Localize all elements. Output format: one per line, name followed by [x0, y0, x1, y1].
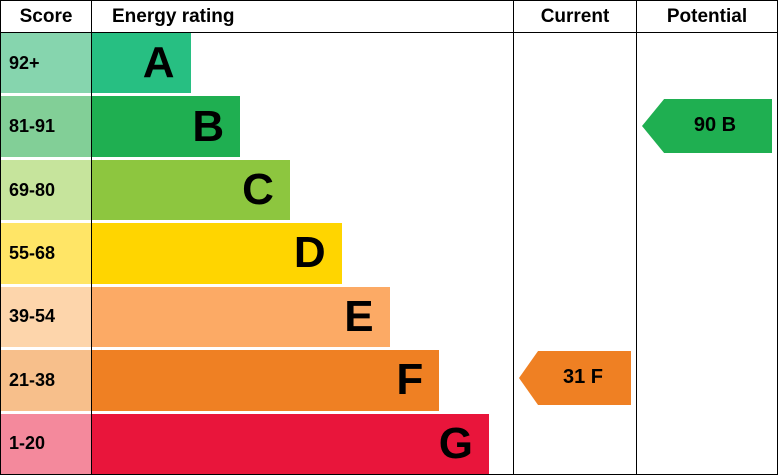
rating-bar-c: C	[92, 159, 290, 221]
chart-body: 92+ A 81-91 B 69-80 C 55-68 D 39-54 E 21…	[1, 33, 777, 474]
header-score-label: Score	[1, 1, 92, 32]
rating-bar-f: F	[92, 350, 440, 411]
rating-letter: F	[396, 355, 424, 405]
rating-letter: G	[438, 418, 473, 468]
score-range-label: 1-20	[1, 413, 92, 474]
band-row-e: 39-54 E	[1, 286, 513, 351]
rating-bar-b: B	[92, 96, 241, 157]
rating-letter: B	[192, 101, 225, 151]
score-range-label: 39-54	[1, 286, 92, 348]
band-row-b: 81-91 B	[1, 96, 513, 160]
score-range-label: 69-80	[1, 159, 92, 221]
rating-letter: D	[293, 228, 326, 278]
score-range-label: 55-68	[1, 223, 92, 284]
header-potential-label: Potential	[666, 5, 748, 27]
rating-bar-g: G	[92, 413, 489, 474]
score-range-label: 21-38	[1, 350, 92, 411]
score-range-label: 92+	[1, 33, 92, 94]
rating-bands: 92+ A 81-91 B 69-80 C 55-68 D 39-54 E 21…	[1, 33, 514, 474]
rating-bar-e: E	[92, 286, 390, 348]
current-rating-arrow: 31 F	[519, 351, 631, 405]
rating-letter: C	[242, 165, 274, 215]
header-current-label: Current	[514, 1, 637, 32]
rating-letter: E	[344, 291, 374, 341]
band-row-c: 69-80 C	[1, 159, 513, 224]
chart-header: Score Energy rating Current Potential	[1, 1, 777, 33]
potential-rating-arrow: 90 B	[642, 99, 772, 153]
band-row-g: 1-20 G	[1, 413, 513, 474]
band-row-f: 21-38 F	[1, 350, 513, 414]
score-range-label: 81-91	[1, 96, 92, 157]
band-row-d: 55-68 D	[1, 223, 513, 287]
rating-letter: A	[142, 38, 175, 88]
rating-bar-d: D	[92, 223, 342, 284]
band-row-a: 92+ A	[1, 33, 513, 97]
current-column: 31 F	[514, 33, 637, 474]
potential-column: 90 B	[637, 33, 777, 474]
rating-bar-a: A	[92, 33, 191, 94]
header-energy-rating-label: Energy rating	[92, 1, 514, 32]
